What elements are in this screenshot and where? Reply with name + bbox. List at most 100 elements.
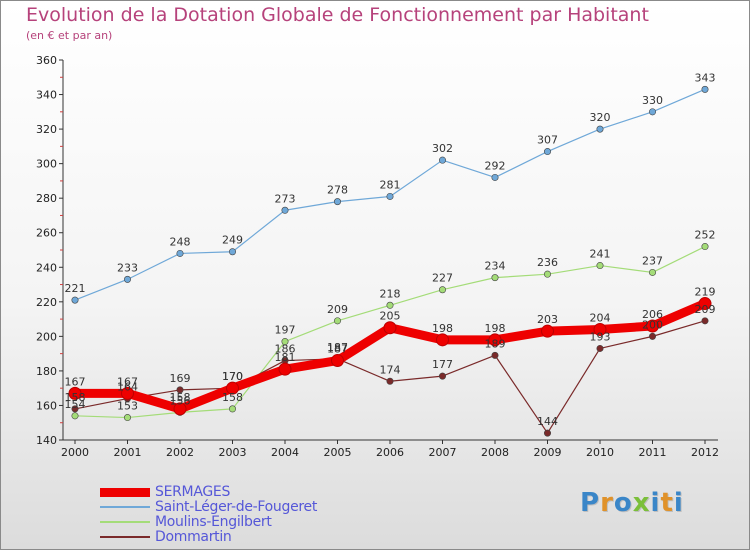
proxiti-logo: Proxiti [580, 488, 684, 518]
data-point [71, 412, 79, 420]
data-label: 203 [537, 313, 558, 326]
data-point [229, 405, 237, 413]
data-point [71, 405, 79, 413]
data-label: 158 [65, 391, 86, 404]
data-label: 170 [222, 370, 243, 383]
x-tick-label: 2008 [481, 446, 509, 459]
data-point [438, 286, 446, 294]
x-tick-label: 2004 [271, 446, 299, 459]
data-label: 167 [65, 375, 86, 388]
data-point [491, 173, 499, 181]
y-tick-label: 300 [36, 158, 57, 171]
x-tick-label: 2009 [534, 446, 562, 459]
x-tick-label: 2010 [586, 446, 614, 459]
data-label: 193 [590, 330, 611, 343]
data-label: 233 [117, 261, 138, 274]
data-label: 189 [485, 337, 506, 350]
data-point [648, 108, 656, 116]
legend-label: Dommartin [155, 529, 232, 545]
y-tick-label: 360 [36, 54, 57, 67]
data-point [596, 262, 604, 270]
x-tick-label: 2007 [429, 446, 457, 459]
data-point [386, 301, 394, 309]
y-tick-label: 240 [36, 261, 57, 274]
x-tick-label: 2000 [61, 446, 89, 459]
data-label: 170 [222, 370, 243, 383]
x-tick-label: 2002 [166, 446, 194, 459]
y-tick-label: 140 [36, 434, 57, 447]
data-point [124, 275, 132, 283]
data-point [386, 377, 394, 385]
legend-swatch [100, 521, 150, 523]
data-label: 227 [432, 272, 453, 285]
data-point [701, 243, 709, 251]
data-point [596, 344, 604, 352]
chart-title: Evolution de la Dotation Globale de Fonc… [26, 4, 649, 26]
data-point [333, 317, 341, 325]
data-label: 209 [695, 303, 716, 316]
data-point [438, 372, 446, 380]
data-point [438, 156, 446, 164]
x-tick-label: 2011 [639, 446, 667, 459]
data-point [436, 333, 449, 347]
x-tick-label: 2001 [114, 446, 142, 459]
data-point [176, 249, 184, 257]
data-label: 200 [642, 318, 663, 331]
legend-label: SERMAGES [155, 484, 231, 500]
data-label: 206 [642, 308, 663, 321]
data-label: 198 [432, 322, 453, 335]
data-point [488, 333, 502, 347]
data-label: 156 [170, 394, 191, 407]
data-label: 234 [485, 260, 506, 273]
data-point [281, 206, 289, 214]
data-point [698, 297, 712, 311]
data-point [491, 351, 499, 359]
data-point [281, 338, 289, 346]
data-label: 273 [275, 192, 296, 205]
data-point [701, 85, 709, 93]
x-tick-label: 2012 [691, 446, 719, 459]
chart-subtitle: (en € et par an) [26, 29, 113, 42]
data-label: 187 [327, 341, 348, 354]
data-label: 167 [117, 375, 138, 388]
x-tick-label: 2003 [219, 446, 247, 459]
y-tick-label: 280 [36, 192, 57, 205]
data-label: 248 [170, 235, 191, 248]
data-label: 343 [695, 71, 716, 84]
data-label: 198 [485, 322, 506, 335]
data-point [176, 386, 184, 394]
legend-label: Saint-Léger-de-Fougeret [155, 499, 318, 515]
data-point [543, 270, 551, 278]
data-point [173, 402, 187, 416]
data-point [68, 386, 82, 400]
data-label: 241 [590, 248, 611, 261]
data-point [593, 322, 607, 336]
data-point [121, 386, 134, 400]
data-label: 153 [117, 400, 138, 413]
data-point [543, 429, 551, 437]
data-label: 158 [170, 391, 191, 404]
legend-swatch [100, 487, 150, 497]
data-label: 307 [537, 134, 558, 147]
data-point [383, 321, 397, 335]
legend-swatch [100, 506, 150, 508]
y-tick-label: 200 [36, 330, 57, 343]
y-tick-label: 260 [36, 227, 57, 240]
legend-swatch [100, 536, 150, 538]
y-tick-label: 180 [36, 365, 57, 378]
data-point [543, 148, 551, 156]
data-label: 169 [170, 372, 191, 385]
data-label: 209 [327, 303, 348, 316]
y-tick-label: 220 [36, 296, 57, 309]
data-point [648, 268, 656, 276]
data-label: 174 [380, 363, 401, 376]
data-point [596, 125, 604, 133]
y-tick-label: 320 [36, 123, 57, 136]
data-point [646, 319, 659, 333]
data-label: 249 [222, 234, 243, 247]
y-tick-label: 340 [36, 89, 57, 102]
data-point [648, 332, 656, 340]
data-point [491, 274, 499, 282]
